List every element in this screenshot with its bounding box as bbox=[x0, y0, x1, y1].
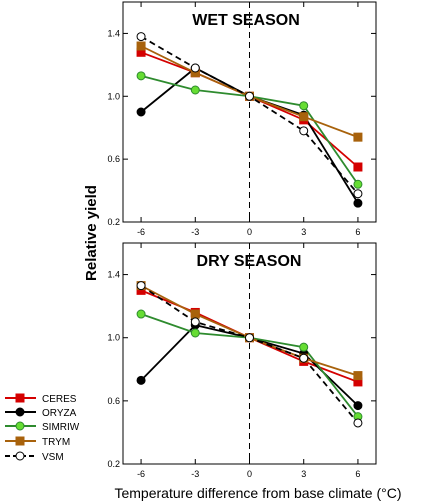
legend-item-trym: TRYM bbox=[5, 436, 70, 448]
wet-season-y-tick-label: 1.0 bbox=[107, 91, 120, 101]
legend-item-simriw: SIMRIW bbox=[5, 421, 80, 433]
legend-label-ceres: CERES bbox=[42, 394, 77, 405]
wet-season-y-tick-label: 1.4 bbox=[107, 28, 120, 38]
dry-season-panel-title: DRY SEASON bbox=[197, 253, 302, 270]
legend: CERES ORYZA SIMRIW TRYM VSM bbox=[5, 393, 80, 463]
wet-season-point-trym bbox=[299, 112, 309, 122]
legend-marker-ceres bbox=[15, 393, 25, 403]
dry-season-point-oryza bbox=[136, 375, 146, 385]
y-axis-label: Relative yield bbox=[83, 185, 100, 281]
wet-season-x-tick-label: 0 bbox=[247, 227, 252, 237]
wet-season-x-tick-label: -6 bbox=[137, 227, 145, 237]
wet-season-y-tick-label: 0.6 bbox=[107, 154, 120, 164]
dry-season-point-vsm bbox=[299, 353, 309, 363]
wet-season-point-oryza bbox=[353, 198, 363, 208]
legend-marker-vsm bbox=[15, 451, 25, 461]
legend-marker-simriw bbox=[15, 421, 25, 431]
dry-season-y-tick-label: 0.6 bbox=[107, 396, 120, 406]
wet-season-point-vsm bbox=[136, 32, 146, 42]
dry-season-x-tick-label: -6 bbox=[137, 469, 145, 479]
wet-season-x-tick-label: 6 bbox=[355, 227, 360, 237]
wet-season-point-vsm bbox=[299, 126, 309, 136]
wet-season-point-trym bbox=[353, 132, 363, 142]
dry-season-x-tick-label: 6 bbox=[355, 469, 360, 479]
legend-item-oryza: ORYZA bbox=[5, 407, 77, 419]
wet-season-point-simriw bbox=[299, 101, 309, 111]
dry-season-y-tick-label: 0.2 bbox=[107, 459, 120, 469]
wet-season-x-tick-label: -3 bbox=[191, 227, 199, 237]
dry-season-point-vsm bbox=[136, 281, 146, 291]
dry-season-point-vsm bbox=[190, 317, 200, 327]
wet-season-point-simriw bbox=[353, 179, 363, 189]
wet-season-point-vsm bbox=[190, 63, 200, 73]
dry-season-x-tick-label: 3 bbox=[301, 469, 306, 479]
axis-ticks: -6 -3 0 3 6 0.2 0.6 1.0 1.4 -6 -3 0 3 6 0.2 0.6 1.0 1.4 bbox=[107, 2, 376, 479]
dry-season-y-tick-label: 1.0 bbox=[107, 333, 120, 343]
dry-season-point-trym bbox=[353, 371, 363, 381]
wet-season-point-ceres bbox=[353, 162, 363, 172]
wet-season-panel-title: WET SEASON bbox=[192, 12, 300, 29]
dry-season-point-simriw bbox=[190, 328, 200, 338]
dry-season-point-vsm bbox=[353, 418, 363, 428]
legend-marker-oryza bbox=[15, 407, 25, 417]
dry-season-point-vsm bbox=[245, 333, 254, 343]
wet-season-x-tick-label: 3 bbox=[301, 227, 306, 237]
dry-season-point-simriw bbox=[299, 342, 309, 352]
wet-season-point-simriw bbox=[136, 71, 146, 81]
dry-season-point-oryza bbox=[353, 401, 363, 411]
legend-label-vsm: VSM bbox=[42, 452, 64, 463]
data-series bbox=[136, 32, 363, 428]
wet-season-y-tick-label: 0.2 bbox=[107, 217, 120, 227]
wet-season-point-simriw bbox=[190, 85, 200, 95]
legend-label-oryza: ORYZA bbox=[42, 408, 77, 419]
legend-label-trym: TRYM bbox=[42, 437, 70, 448]
wet-season-point-vsm bbox=[353, 189, 363, 199]
dry-season-point-trym bbox=[190, 309, 200, 319]
legend-item-ceres: CERES bbox=[5, 393, 77, 405]
dry-season-x-tick-label: 0 bbox=[247, 469, 252, 479]
x-axis-label: Temperature difference from base climate… bbox=[114, 485, 401, 501]
dry-season-point-simriw bbox=[136, 309, 146, 319]
legend-marker-trym bbox=[15, 436, 25, 446]
dry-season-y-tick-label: 1.4 bbox=[107, 270, 120, 280]
wet-season-point-trym bbox=[136, 41, 146, 51]
legend-label-simriw: SIMRIW bbox=[42, 422, 80, 433]
dry-season-x-tick-label: -3 bbox=[191, 469, 199, 479]
wet-season-point-oryza bbox=[136, 107, 146, 117]
wet-season-point-vsm bbox=[245, 91, 254, 101]
legend-item-vsm: VSM bbox=[5, 451, 64, 463]
